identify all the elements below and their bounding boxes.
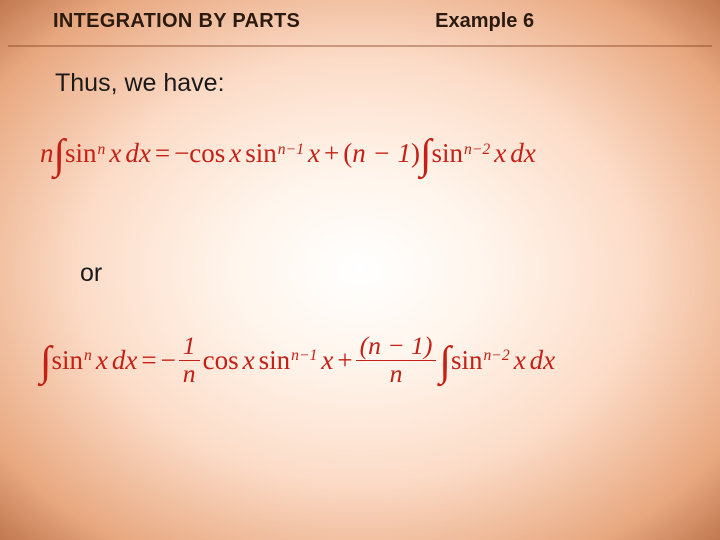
eq2-frac-1n: 1 n [179,333,200,388]
eq1-sin2: sin [245,138,277,169]
eq2-plus: + [337,345,352,376]
eq2-frac1-den: n [179,361,200,388]
eq2-dx1: dx [112,345,137,376]
eq2-frac2-num: (n − 1) [356,333,437,361]
eq2-frac2-den: n [386,361,407,388]
equation-2: ∫ sin n x dx = − 1 n cos x sin n−1 x + (… [40,333,720,388]
eq2-exp-n: n [84,347,92,365]
eq1-sin3: sin [432,138,464,169]
eq2-sin: sin [52,345,84,376]
integral-sign-2: ∫ [420,143,432,168]
eq1-exp-nm1: n−1 [278,141,304,159]
eq2-exp-nm2: n−2 [483,347,509,365]
eq1-cos: cos [189,138,225,169]
eq1-dx2: dx [510,138,535,169]
eq2-frac-nm1n: (n − 1) n [356,333,437,388]
eq1-plus: + [324,138,339,169]
eq2-sin3: sin [451,345,483,376]
header-example-label: Example 6 [435,10,534,33]
eq2-exp-nm1: n−1 [291,347,317,365]
eq2-neg: − [161,345,176,376]
eq1-dx1: dx [125,138,150,169]
eq1-exp-nm2: n−2 [464,141,490,159]
eq1-x1: x [109,138,121,169]
eq2-x4: x [514,345,526,376]
integral-sign: ∫ [54,143,66,168]
eq1-pl: ( [343,138,352,169]
eq1-x3: x [308,138,320,169]
eq1-neg: − [174,138,189,169]
eq1-nm1: n − 1 [352,138,411,169]
equation-1: n ∫ sin n x dx = − cos x sin n−1 x + ( n… [40,138,720,169]
eq1-exp-n: n [98,141,106,159]
intro-text: Thus, we have: [55,69,720,98]
slide-header: INTEGRATION BY PARTS Example 6 [8,0,712,47]
eq1-x4: x [494,138,506,169]
eq2-eq: = [141,345,156,376]
header-title: INTEGRATION BY PARTS [53,10,300,33]
eq2-cos: cos [203,345,239,376]
integral-sign-4: ∫ [439,350,451,375]
eq2-sin2: sin [259,345,291,376]
eq2-frac1-num: 1 [179,333,200,361]
eq2-x3: x [321,345,333,376]
eq1-sin: sin [65,138,97,169]
eq2-x2: x [243,345,255,376]
eq1-x2: x [229,138,241,169]
or-text: or [80,259,720,288]
eq2-dx2: dx [530,345,555,376]
eq1-pr: ) [411,138,420,169]
eq2-x1: x [96,345,108,376]
eq1-coef: n [40,138,54,169]
eq1-eq: = [155,138,170,169]
integral-sign-3: ∫ [40,350,52,375]
